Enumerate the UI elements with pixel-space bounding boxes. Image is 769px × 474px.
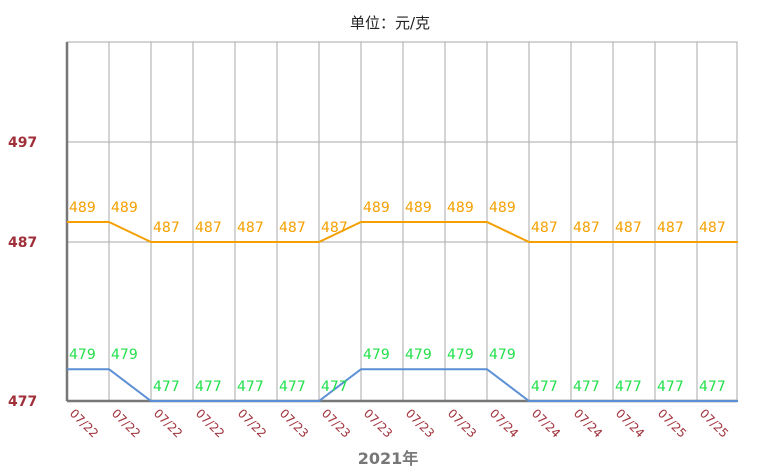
x-tick-label: 07/24	[529, 406, 563, 440]
data-label: 477	[237, 379, 264, 395]
data-label: 487	[657, 220, 684, 236]
series-line-0	[67, 221, 738, 243]
data-label: 479	[489, 347, 516, 363]
y-tick-label: 497	[8, 135, 37, 151]
x-tick-label: 07/24	[487, 406, 521, 440]
data-label: 477	[279, 379, 306, 395]
data-label: 479	[405, 347, 432, 363]
x-tick-label: 07/23	[403, 406, 437, 440]
x-tick-label: 07/25	[655, 406, 689, 440]
data-label: 487	[279, 220, 306, 236]
data-label: 479	[363, 347, 390, 363]
x-tick-label: 07/22	[151, 406, 185, 440]
data-label: 487	[321, 220, 348, 236]
data-label: 489	[489, 200, 516, 216]
data-label: 487	[195, 220, 222, 236]
data-label: 477	[321, 379, 348, 395]
data-label: 477	[615, 379, 642, 395]
data-label: 477	[657, 379, 684, 395]
series-line-1	[67, 368, 738, 402]
x-tick-label: 07/23	[277, 406, 311, 440]
data-label: 477	[699, 379, 726, 395]
data-label: 479	[111, 347, 138, 363]
data-label: 477	[195, 379, 222, 395]
x-tick-label: 07/24	[571, 406, 605, 440]
y-tick-label: 477	[8, 394, 37, 410]
chart-title: 单位：元/克	[350, 14, 430, 32]
data-label: 489	[363, 200, 390, 216]
x-axis-label: 2021年	[358, 449, 419, 468]
x-tick-label: 07/25	[697, 406, 731, 440]
data-labels: 489 489 487 487 487 487 487 489 489 489 489 487 487 4…	[69, 200, 726, 395]
series-lines	[67, 221, 738, 402]
data-label: 489	[447, 200, 474, 216]
x-tick-label: 07/24	[613, 406, 647, 440]
x-tick-label: 07/22	[193, 406, 227, 440]
x-tick-labels: 07/22 07/22 07/22 07/22 07/22 07/23 07/23 07/23…	[67, 406, 731, 440]
data-label: 477	[573, 379, 600, 395]
data-label: 489	[69, 200, 96, 216]
data-label: 477	[153, 379, 180, 395]
data-label: 477	[531, 379, 558, 395]
x-tick-label: 07/22	[235, 406, 269, 440]
data-label: 489	[111, 200, 138, 216]
data-label: 487	[699, 220, 726, 236]
data-label: 479	[447, 347, 474, 363]
data-label: 479	[69, 347, 96, 363]
data-label: 487	[153, 220, 180, 236]
y-tick-label: 487	[8, 235, 37, 251]
x-tick-label: 07/23	[319, 406, 353, 440]
y-tick-labels: 477 487 497	[8, 135, 37, 410]
x-tick-label: 07/22	[67, 406, 101, 440]
x-tick-label: 07/23	[445, 406, 479, 440]
x-tick-label: 07/22	[109, 406, 143, 440]
x-tick-label: 07/23	[361, 406, 395, 440]
data-label: 487	[531, 220, 558, 236]
data-label: 487	[237, 220, 264, 236]
data-label: 487	[573, 220, 600, 236]
data-label: 489	[405, 200, 432, 216]
data-label: 487	[615, 220, 642, 236]
